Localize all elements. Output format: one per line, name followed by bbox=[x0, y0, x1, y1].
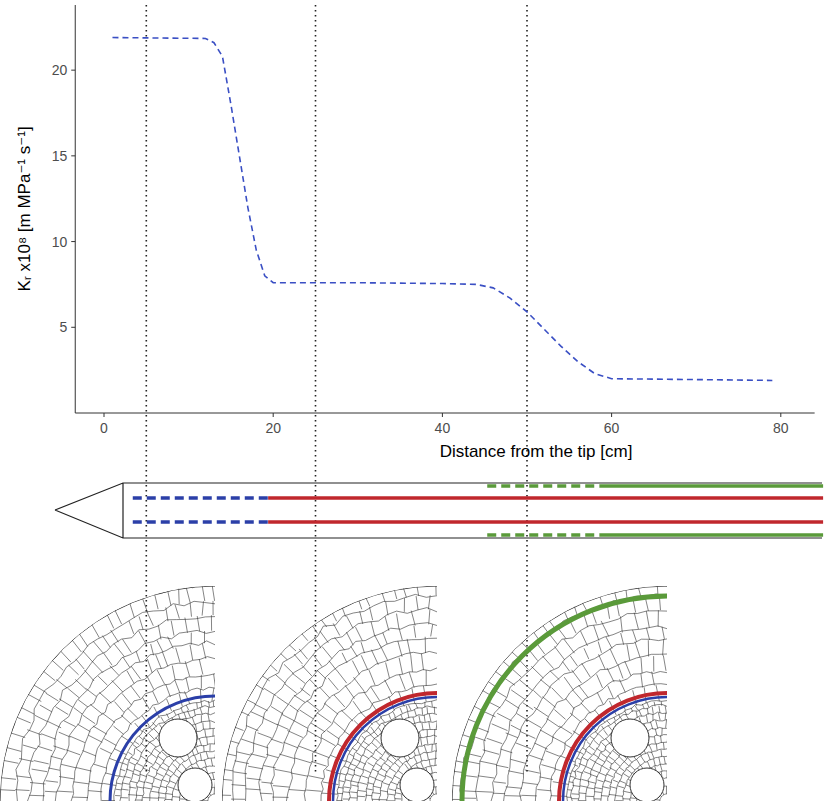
kr-line bbox=[112, 38, 772, 381]
cross-section bbox=[216, 578, 437, 801]
xylem-vessel bbox=[178, 768, 212, 801]
y-tick bbox=[71, 155, 75, 156]
x-tick-label: 20 bbox=[265, 420, 281, 436]
tissue-arc bbox=[559, 693, 667, 801]
cells bbox=[0, 583, 216, 801]
x-tick-label: 80 bbox=[773, 420, 789, 436]
section-outline bbox=[452, 586, 667, 801]
y-tick bbox=[71, 70, 75, 71]
cells bbox=[447, 583, 668, 801]
xylem-vessel bbox=[630, 768, 664, 801]
cross-section bbox=[0, 583, 216, 801]
cells bbox=[216, 578, 437, 801]
figure: 5 10 15 20 0 20 40 60 80 Distance from the tip [c… bbox=[0, 0, 826, 801]
tissue-arc bbox=[110, 696, 215, 801]
tissue-arc bbox=[462, 596, 667, 801]
x-tick-label: 0 bbox=[100, 420, 108, 436]
tissue-zone bbox=[487, 533, 600, 537]
section-outline bbox=[222, 586, 437, 801]
y-tick-label: 10 bbox=[52, 234, 68, 250]
tissue-zone bbox=[487, 484, 600, 488]
tissue-arc bbox=[329, 693, 437, 801]
x-axis bbox=[75, 413, 814, 414]
x-axis-label: Distance from the tip [cm] bbox=[440, 442, 633, 461]
y-tick-label: 5 bbox=[59, 319, 67, 335]
section-outline bbox=[0, 586, 215, 801]
tissue-zone bbox=[133, 520, 268, 524]
tissue-zone bbox=[268, 520, 823, 524]
x-tick bbox=[611, 413, 612, 417]
tissue-arc bbox=[563, 697, 667, 801]
plot-area bbox=[112, 38, 772, 381]
xylem-vessel bbox=[611, 719, 649, 757]
tissue-zone bbox=[268, 496, 823, 500]
x-tick bbox=[442, 413, 443, 417]
xylem-vessel bbox=[381, 719, 419, 757]
x-tick bbox=[780, 413, 781, 417]
xylem-vessel bbox=[159, 719, 197, 757]
tissue-arc bbox=[333, 697, 437, 801]
reference-line bbox=[315, 5, 317, 775]
x-tick-label: 40 bbox=[435, 420, 451, 436]
reference-line bbox=[526, 5, 528, 775]
y-tick bbox=[71, 327, 75, 328]
cell-walls bbox=[216, 578, 437, 801]
y-tick bbox=[71, 241, 75, 242]
x-tick-label: 60 bbox=[604, 420, 620, 436]
cross-section bbox=[447, 583, 668, 801]
tissue-zone bbox=[600, 533, 823, 537]
cell-walls bbox=[447, 583, 668, 801]
y-axis bbox=[75, 5, 76, 413]
x-tick bbox=[273, 413, 274, 417]
y-axis-label: Kᵣ x10⁸ [m MPa⁻¹ s⁻¹] bbox=[15, 126, 34, 291]
y-tick-label: 15 bbox=[52, 148, 68, 164]
y-tick-label: 20 bbox=[52, 62, 68, 78]
root-outline bbox=[55, 483, 822, 538]
page: {"chart_data": {"type": "line", "x_label… bbox=[0, 0, 826, 801]
x-tick bbox=[104, 413, 105, 417]
cell-walls bbox=[0, 583, 216, 801]
tissue-zone bbox=[133, 496, 268, 500]
xylem-vessel bbox=[400, 768, 434, 801]
tissue-zone bbox=[600, 484, 823, 488]
